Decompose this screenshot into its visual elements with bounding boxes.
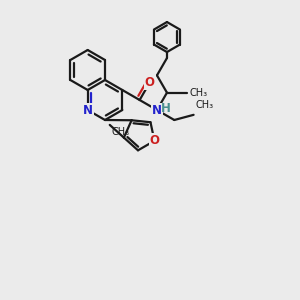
- Text: N: N: [83, 103, 93, 116]
- Text: CH₃: CH₃: [190, 88, 208, 98]
- Text: CH₃: CH₃: [196, 100, 214, 110]
- Text: O: O: [149, 134, 159, 147]
- Text: O: O: [145, 76, 154, 89]
- Text: H: H: [161, 101, 171, 115]
- Text: CH₃: CH₃: [112, 127, 130, 137]
- Text: N: N: [152, 103, 162, 116]
